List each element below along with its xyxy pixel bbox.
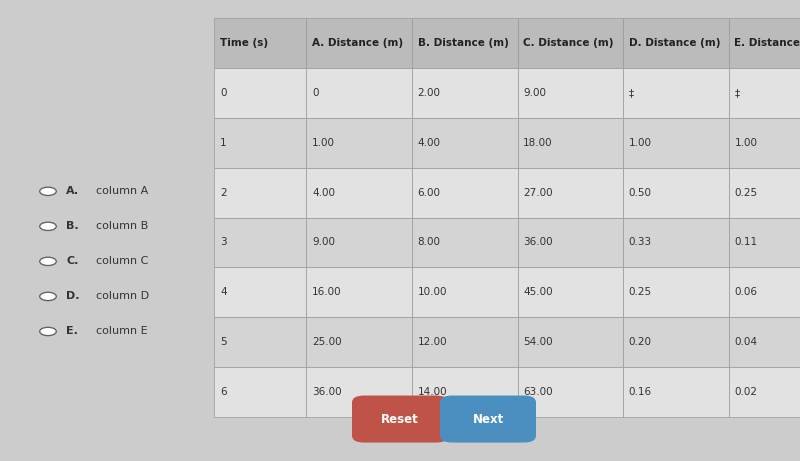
Text: 1: 1	[220, 138, 226, 148]
Text: D. Distance (m): D. Distance (m)	[629, 38, 720, 48]
Text: column C: column C	[96, 256, 148, 266]
Text: ‡: ‡	[629, 88, 634, 98]
Text: column A: column A	[96, 186, 148, 196]
Text: 0.02: 0.02	[734, 387, 758, 397]
Text: Reset: Reset	[381, 413, 419, 426]
Text: 9.00: 9.00	[312, 237, 335, 248]
Text: 4.00: 4.00	[312, 188, 335, 198]
Text: C. Distance (m): C. Distance (m)	[523, 38, 614, 48]
Text: 0.33: 0.33	[629, 237, 652, 248]
Text: 0.11: 0.11	[734, 237, 758, 248]
Text: E.: E.	[66, 326, 78, 337]
Text: 14.00: 14.00	[418, 387, 447, 397]
Text: 8.00: 8.00	[418, 237, 441, 248]
Text: 1.00: 1.00	[734, 138, 758, 148]
Text: B.: B.	[66, 221, 79, 231]
Text: 63.00: 63.00	[523, 387, 553, 397]
Text: 27.00: 27.00	[523, 188, 553, 198]
Text: column D: column D	[96, 291, 149, 301]
Text: column B: column B	[96, 221, 148, 231]
Text: 0.50: 0.50	[629, 188, 652, 198]
Text: 5: 5	[220, 337, 226, 347]
Text: Next: Next	[472, 413, 504, 426]
Text: 36.00: 36.00	[312, 387, 342, 397]
Text: 6: 6	[220, 387, 226, 397]
Text: E. Distance (m): E. Distance (m)	[734, 38, 800, 48]
Text: 54.00: 54.00	[523, 337, 553, 347]
Text: 0.06: 0.06	[734, 287, 758, 297]
Text: A.: A.	[66, 186, 79, 196]
Text: column E: column E	[96, 326, 148, 337]
Text: C.: C.	[66, 256, 78, 266]
Text: 45.00: 45.00	[523, 287, 553, 297]
Text: 12.00: 12.00	[418, 337, 447, 347]
Text: D.: D.	[66, 291, 80, 301]
Text: 16.00: 16.00	[312, 287, 342, 297]
Text: 0: 0	[312, 88, 318, 98]
Text: 0.25: 0.25	[629, 287, 652, 297]
Text: A. Distance (m): A. Distance (m)	[312, 38, 403, 48]
Text: 0.16: 0.16	[629, 387, 652, 397]
Text: 0.20: 0.20	[629, 337, 652, 347]
Text: 0: 0	[220, 88, 226, 98]
Text: 18.00: 18.00	[523, 138, 553, 148]
Text: 25.00: 25.00	[312, 337, 342, 347]
Text: 6.00: 6.00	[418, 188, 441, 198]
Text: 3: 3	[220, 237, 226, 248]
Text: 9.00: 9.00	[523, 88, 546, 98]
Text: B. Distance (m): B. Distance (m)	[418, 38, 509, 48]
Text: 4.00: 4.00	[418, 138, 441, 148]
Text: 2: 2	[220, 188, 226, 198]
Text: Time (s): Time (s)	[220, 38, 268, 48]
Text: 0.04: 0.04	[734, 337, 758, 347]
Text: 10.00: 10.00	[418, 287, 447, 297]
Text: ‡: ‡	[734, 88, 739, 98]
Text: 1.00: 1.00	[629, 138, 652, 148]
Text: 0.25: 0.25	[734, 188, 758, 198]
Text: 4: 4	[220, 287, 226, 297]
Text: 36.00: 36.00	[523, 237, 553, 248]
Text: 2.00: 2.00	[418, 88, 441, 98]
Text: 1.00: 1.00	[312, 138, 335, 148]
